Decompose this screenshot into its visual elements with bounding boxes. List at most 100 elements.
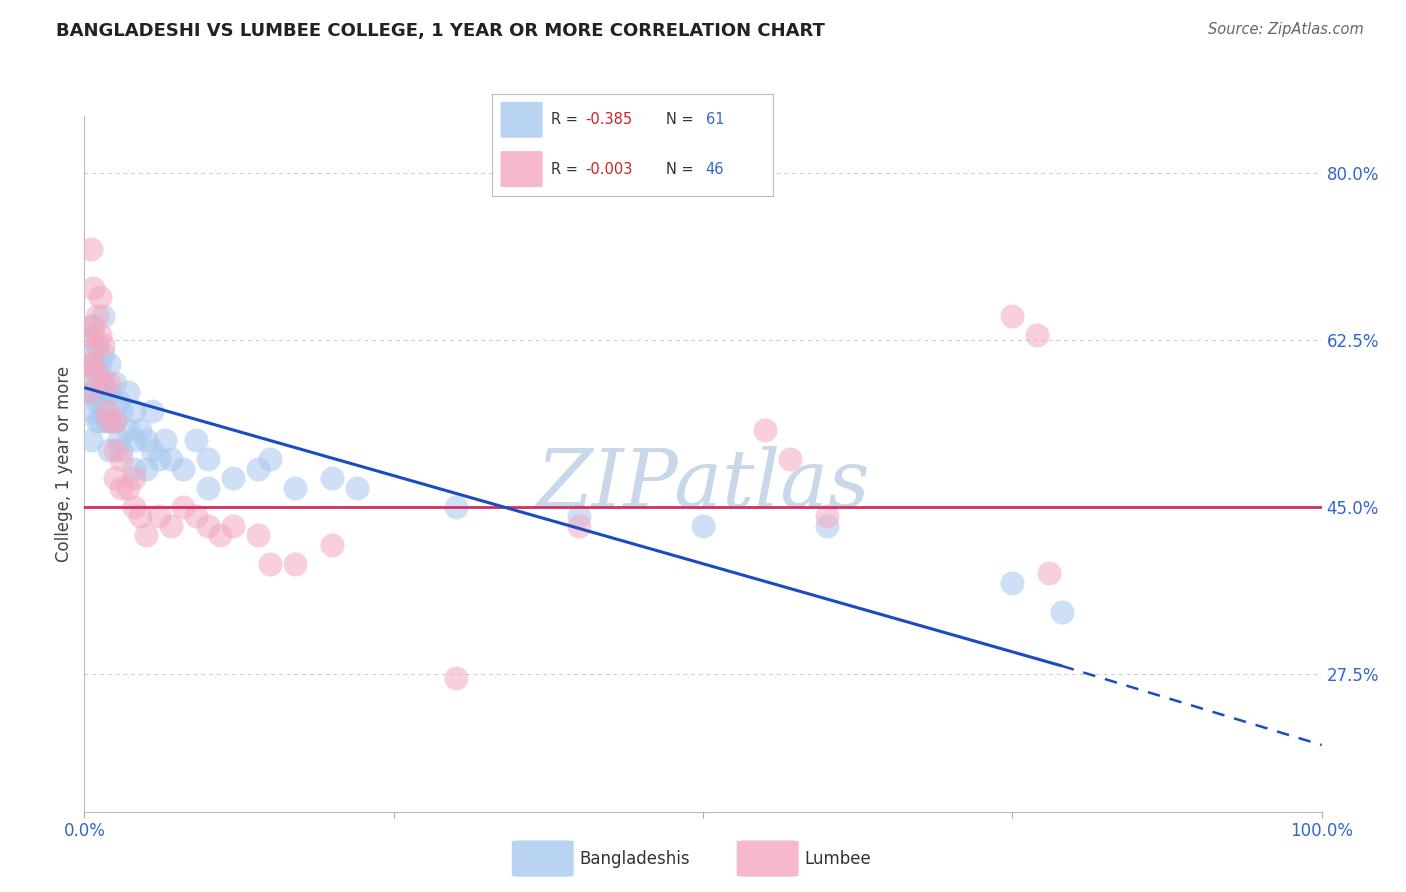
- Point: [110, 481, 132, 495]
- Point: [86, 414, 108, 428]
- Point: [122, 433, 145, 447]
- Point: [197, 518, 219, 533]
- Point: [160, 452, 183, 467]
- Point: [98, 376, 121, 390]
- FancyBboxPatch shape: [501, 102, 543, 137]
- Point: [104, 376, 127, 390]
- Point: [1050, 605, 1073, 619]
- Point: [77, 328, 100, 343]
- Point: [82, 318, 104, 333]
- Point: [86, 337, 108, 351]
- Point: [79, 318, 101, 333]
- Point: [815, 518, 838, 533]
- Point: [246, 461, 269, 475]
- FancyBboxPatch shape: [512, 840, 574, 877]
- Point: [1001, 309, 1024, 323]
- Text: ZIPatlas: ZIPatlas: [536, 446, 870, 524]
- Text: -0.003: -0.003: [585, 161, 633, 177]
- Point: [148, 452, 170, 467]
- Point: [79, 385, 101, 400]
- Point: [172, 500, 194, 514]
- Point: [284, 557, 307, 571]
- Point: [141, 442, 163, 457]
- Point: [82, 357, 104, 371]
- Point: [129, 424, 152, 438]
- Point: [259, 452, 281, 467]
- Point: [197, 481, 219, 495]
- Point: [110, 404, 132, 418]
- Point: [104, 414, 127, 428]
- Point: [89, 385, 111, 400]
- Point: [110, 442, 132, 457]
- Point: [122, 461, 145, 475]
- Point: [222, 518, 245, 533]
- Point: [86, 309, 108, 323]
- Point: [98, 357, 121, 371]
- Point: [246, 528, 269, 542]
- Point: [98, 385, 121, 400]
- Point: [108, 433, 131, 447]
- Point: [91, 376, 114, 390]
- Point: [346, 481, 368, 495]
- Point: [122, 404, 145, 418]
- Point: [779, 452, 801, 467]
- Point: [82, 280, 104, 294]
- Point: [222, 471, 245, 485]
- Point: [98, 442, 121, 457]
- Point: [79, 433, 101, 447]
- Point: [184, 509, 207, 524]
- Point: [104, 442, 127, 457]
- FancyBboxPatch shape: [737, 840, 799, 877]
- Point: [91, 347, 114, 361]
- Point: [108, 395, 131, 409]
- Point: [141, 404, 163, 418]
- Text: Lumbee: Lumbee: [804, 849, 870, 868]
- Point: [444, 500, 467, 514]
- Point: [91, 404, 114, 418]
- Point: [91, 376, 114, 390]
- Point: [79, 404, 101, 418]
- Point: [284, 481, 307, 495]
- Point: [98, 414, 121, 428]
- Text: R =: R =: [551, 161, 582, 177]
- Text: N =: N =: [666, 161, 699, 177]
- Point: [184, 433, 207, 447]
- Point: [754, 424, 776, 438]
- Point: [98, 414, 121, 428]
- Text: N =: N =: [666, 112, 699, 128]
- Text: R =: R =: [551, 112, 582, 128]
- Point: [86, 366, 108, 380]
- Point: [122, 471, 145, 485]
- Point: [89, 290, 111, 304]
- Point: [135, 461, 157, 475]
- Point: [444, 671, 467, 685]
- Point: [568, 509, 591, 524]
- Point: [86, 337, 108, 351]
- Point: [135, 528, 157, 542]
- Point: [148, 509, 170, 524]
- Point: [1038, 566, 1060, 581]
- Text: BANGLADESHI VS LUMBEE COLLEGE, 1 YEAR OR MORE CORRELATION CHART: BANGLADESHI VS LUMBEE COLLEGE, 1 YEAR OR…: [56, 22, 825, 40]
- Point: [153, 433, 176, 447]
- Point: [117, 424, 139, 438]
- Point: [135, 433, 157, 447]
- Point: [91, 337, 114, 351]
- Point: [117, 481, 139, 495]
- Text: 46: 46: [706, 161, 724, 177]
- Point: [77, 385, 100, 400]
- Text: -0.385: -0.385: [585, 112, 633, 128]
- Point: [104, 471, 127, 485]
- Point: [129, 509, 152, 524]
- Point: [96, 404, 118, 418]
- Point: [160, 518, 183, 533]
- Point: [89, 357, 111, 371]
- Point: [79, 347, 101, 361]
- Point: [79, 366, 101, 380]
- Point: [110, 452, 132, 467]
- Point: [77, 357, 100, 371]
- Point: [321, 538, 343, 552]
- Point: [815, 509, 838, 524]
- Point: [79, 243, 101, 257]
- Point: [321, 471, 343, 485]
- Point: [209, 528, 232, 542]
